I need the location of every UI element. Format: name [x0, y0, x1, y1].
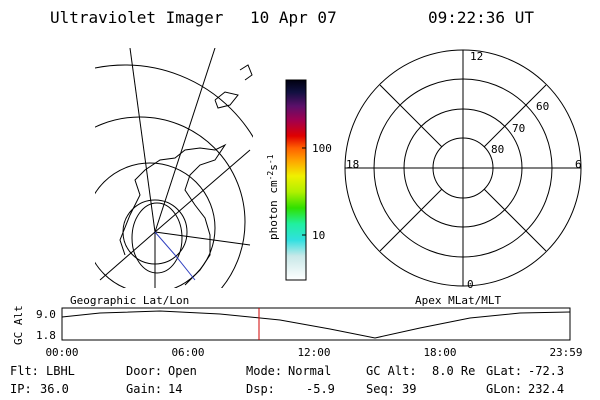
date: 10 Apr 07: [250, 8, 337, 27]
timeline-box: [61, 307, 571, 341]
info-value: 14: [168, 382, 182, 396]
polar-grid: [344, 49, 582, 287]
timeline-title: Geographic Lat/Lon: [70, 294, 189, 307]
map: [95, 48, 253, 288]
info-label: Gain:: [126, 382, 162, 396]
lat-label: 60: [536, 100, 549, 113]
info-value: 8.0 Re: [432, 364, 475, 378]
info-panel: Flt: LBHL Door: Open Mode: Normal GC Alt: 8.0 R…: [10, 364, 564, 396]
mlt-label: 12: [470, 50, 483, 63]
timeline-xtick: 12:00: [297, 346, 330, 359]
timeline-ytick: 1.8: [36, 329, 56, 342]
time: 09:22:36 UT: [428, 8, 534, 27]
info-label: Seq:: [366, 382, 395, 396]
info-label: Dsp:: [246, 382, 275, 396]
colorbar-tick: 100: [312, 142, 332, 155]
timeline-ytick: 9.0: [36, 308, 56, 321]
lat-label: 70: [512, 122, 525, 135]
timeline-title: Apex MLat/MLT: [415, 294, 501, 307]
info-value: 39: [402, 382, 416, 396]
timeline-xtick: 06:00: [171, 346, 204, 359]
instrument: Ultraviolet Imager: [50, 8, 224, 27]
info-label: Flt:: [10, 364, 39, 378]
lat-label: 80: [491, 143, 504, 156]
timeline-axis-label: GC Alt: [12, 305, 25, 345]
info-label: GLon:: [486, 382, 522, 396]
info-label: GLat:: [486, 364, 522, 378]
colorbar-units: photon cm-2s-1: [266, 154, 280, 240]
info-value: 232.4: [528, 382, 564, 396]
info-value: -72.3: [528, 364, 564, 378]
info-value: Open: [168, 364, 197, 378]
timeline-xtick: 18:00: [423, 346, 456, 359]
info-label: Mode:: [246, 364, 282, 378]
info-value: LBHL: [46, 364, 75, 378]
info-value: -5.9: [306, 382, 335, 396]
colorbar-tick: 10: [312, 229, 325, 242]
info-label: GC Alt:: [366, 364, 417, 378]
timeline-xtick: 00:00: [45, 346, 78, 359]
info-label: IP:: [10, 382, 32, 396]
info-label: Door:: [126, 364, 162, 378]
mlt-label: 0: [467, 278, 474, 291]
timeline-xtick: 23:59: [549, 346, 582, 359]
info-value: Normal: [288, 364, 331, 378]
mlt-label: 18: [346, 158, 359, 171]
mlt-label: 6: [575, 158, 582, 171]
colorbar: [285, 79, 307, 281]
info-value: 36.0: [40, 382, 69, 396]
timeline-curve: [61, 310, 571, 339]
